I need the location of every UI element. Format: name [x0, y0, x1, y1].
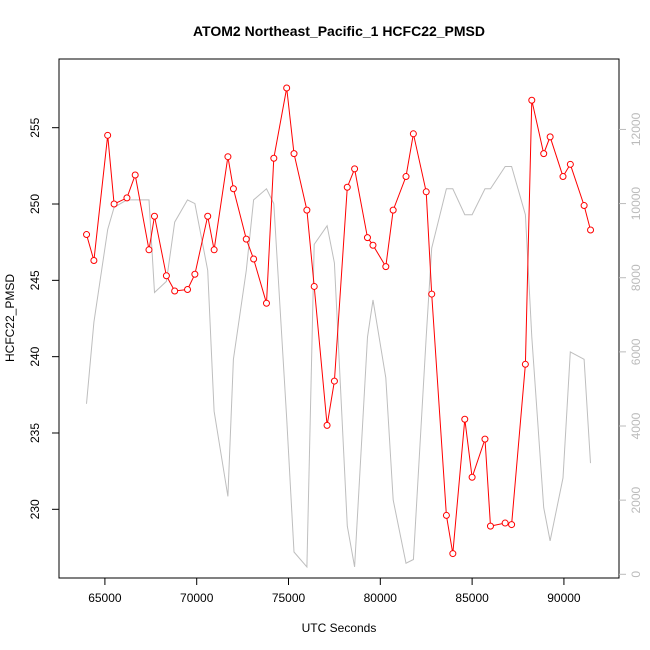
data-point	[580, 202, 588, 210]
data-point	[363, 234, 371, 242]
data-point	[587, 226, 595, 234]
x-tick-label: 85000	[455, 591, 489, 605]
data-point	[90, 256, 98, 264]
x-tick-label: 75000	[272, 591, 306, 605]
data-point	[559, 173, 567, 181]
y2-tick-label: 6000	[629, 338, 643, 365]
x-tick-label: 70000	[180, 591, 214, 605]
data-point	[449, 550, 457, 558]
data-point	[150, 212, 158, 220]
series-layer	[83, 84, 595, 569]
data-point	[369, 241, 377, 249]
y-tick-label: 245	[28, 270, 42, 290]
series-line-right-axis	[86, 166, 591, 569]
data-point	[131, 171, 139, 179]
data-point	[351, 165, 359, 173]
x-axis: 65000 70000 75000 80000 85000 90000	[88, 578, 581, 605]
data-point	[162, 272, 170, 280]
y2-tick-label: 10000	[629, 187, 643, 221]
data-point	[501, 519, 509, 527]
data-point	[402, 173, 410, 181]
data-point	[508, 521, 516, 529]
data-point	[468, 473, 476, 481]
data-point	[323, 421, 331, 429]
y2-tick-label: 2000	[629, 486, 643, 513]
data-point	[250, 255, 258, 263]
x-tick-label: 65000	[88, 591, 122, 605]
data-point	[110, 200, 118, 208]
data-point	[389, 206, 397, 214]
data-point	[409, 130, 417, 138]
data-point	[382, 263, 390, 271]
data-point	[262, 299, 270, 307]
data-point	[343, 183, 351, 191]
data-point	[546, 133, 554, 141]
data-point	[171, 287, 179, 295]
data-point	[330, 377, 338, 385]
data-point	[224, 153, 232, 161]
data-point	[123, 194, 131, 202]
data-point	[422, 188, 430, 196]
data-point	[184, 285, 192, 293]
data-point	[528, 96, 536, 104]
data-point	[210, 246, 218, 254]
y-tick-label: 230	[28, 499, 42, 519]
y2-tick-label: 8000	[629, 264, 643, 291]
data-point	[481, 435, 489, 443]
data-point	[270, 154, 278, 162]
y-tick-label: 255	[28, 117, 42, 137]
x-tick-label: 90000	[547, 591, 581, 605]
y2-tick-label: 4000	[629, 412, 643, 439]
data-point	[229, 185, 237, 193]
y-axis: 230 235 240 245 250 255	[28, 117, 59, 519]
data-point	[191, 270, 199, 278]
data-point	[521, 360, 529, 368]
data-point	[486, 522, 494, 530]
y2-tick-label: 12000	[629, 112, 643, 146]
y-tick-label: 250	[28, 194, 42, 214]
data-point	[283, 84, 291, 92]
series-line-hcfc22	[86, 87, 591, 554]
x-tick-label: 80000	[364, 591, 398, 605]
x-axis-label: UTC Seconds	[302, 621, 377, 635]
data-point	[83, 231, 91, 239]
data-point	[242, 235, 250, 243]
plot-frame	[58, 58, 620, 579]
y2-tick-label: 0	[629, 571, 643, 578]
data-point	[428, 290, 436, 298]
data-point	[204, 212, 212, 220]
data-point	[145, 246, 153, 254]
y-tick-label: 240	[28, 346, 42, 366]
y-tick-label: 235	[28, 423, 42, 443]
data-point	[104, 131, 112, 139]
data-point	[540, 150, 548, 158]
data-point	[566, 160, 574, 168]
data-point	[442, 511, 450, 519]
y-axis-label: HCFC22_PMSD	[3, 274, 17, 362]
y2-axis: 0 2000 4000 6000 8000 10000 12000	[619, 112, 643, 578]
data-point	[303, 206, 311, 214]
data-point	[310, 282, 318, 290]
chart-title: ATOM2 Northeast_Pacific_1 HCFC22_PMSD	[193, 23, 485, 39]
data-point	[290, 150, 298, 158]
data-point	[461, 415, 469, 423]
